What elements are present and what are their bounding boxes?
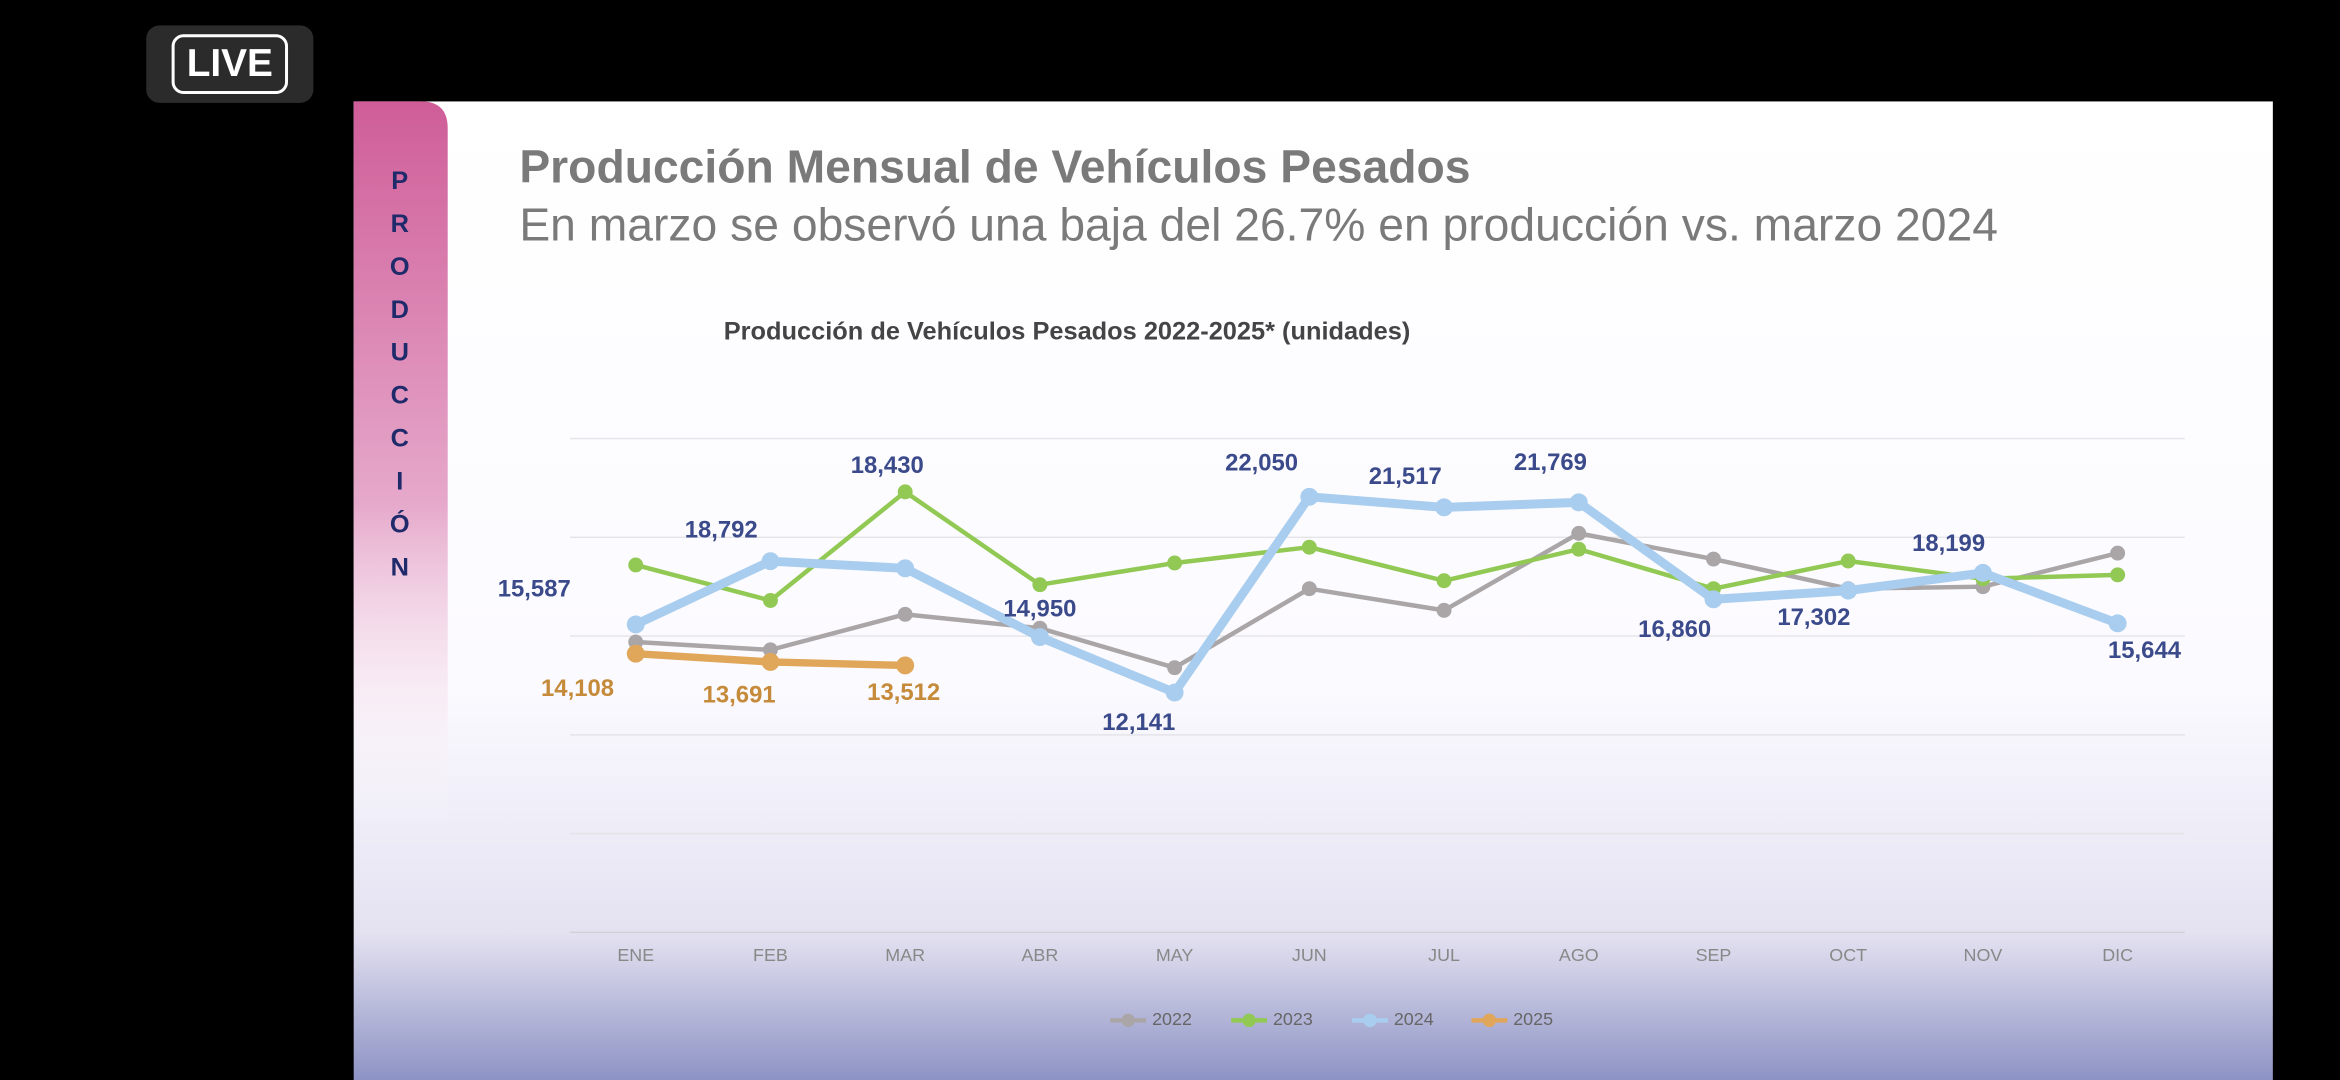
data-label: 21,769	[1514, 449, 1587, 476]
data-point	[626, 615, 645, 634]
slide-subtitle: En marzo se observó una baja del 26.7% e…	[519, 198, 1998, 250]
data-point	[1706, 551, 1721, 567]
data-label: 17,302	[1777, 604, 1850, 631]
data-point	[1030, 628, 1049, 647]
x-tick-label: MAR	[885, 945, 925, 965]
live-badge-frame	[171, 34, 289, 94]
x-tick-label: OCT	[1829, 945, 1867, 965]
data-point	[1973, 563, 1992, 582]
legend-label: 2022	[1152, 1009, 1192, 1029]
live-text: LIVE	[187, 42, 273, 85]
plot: ENE FEB MAR ABR MAY JUN JUL AGO SEP OCT NOV DIC 15,5…	[498, 437, 2185, 1029]
data-point	[762, 642, 778, 658]
x-tick-label: ABR	[1021, 945, 1058, 965]
data-point	[1167, 660, 1183, 676]
data-point	[896, 656, 915, 675]
data-label: 15,587	[498, 575, 571, 602]
side-band	[353, 101, 448, 836]
data-point	[626, 644, 645, 663]
data-label: 18,199	[1912, 530, 1985, 557]
data-point	[1436, 573, 1452, 589]
x-tick-label: AGO	[1559, 945, 1599, 965]
data-point	[1704, 590, 1723, 609]
data-label: 18,792	[685, 517, 758, 544]
data-point	[1435, 498, 1454, 517]
data-label: 14,108	[541, 675, 614, 702]
data-point	[1301, 539, 1317, 555]
data-label: 12,141	[1102, 709, 1175, 736]
data-label: 18,430	[851, 452, 924, 479]
data-point	[1571, 525, 1587, 541]
data-point	[761, 652, 780, 671]
x-tick-label: MAY	[1156, 945, 1194, 965]
data-point	[1436, 602, 1452, 618]
live-badge	[146, 25, 314, 103]
data-point	[1300, 487, 1319, 506]
data-point	[1840, 553, 1856, 569]
x-tick-label: FEB	[753, 945, 788, 965]
data-label: 22,050	[1225, 449, 1298, 476]
x-tick-label: ENE	[617, 945, 654, 965]
data-label: 15,644	[2108, 637, 2182, 664]
data-point	[1569, 493, 1588, 512]
slide-title: Producción Mensual de Vehículos Pesados	[519, 140, 1470, 192]
series-line	[633, 489, 2120, 603]
x-tick-label: NOV	[1964, 945, 2003, 965]
data-label: 14,950	[1003, 596, 1076, 623]
data-point	[1839, 581, 1858, 600]
legend-swatch-dot	[1242, 1013, 1256, 1028]
data-point	[762, 593, 778, 608]
data-point	[1165, 683, 1184, 702]
legend-label: 2025	[1513, 1009, 1553, 1029]
x-tick-label: SEP	[1696, 945, 1732, 965]
series-line	[631, 492, 2123, 698]
legend-swatch-dot	[1363, 1013, 1377, 1028]
x-tick-label: JUL	[1428, 945, 1460, 965]
data-point	[761, 552, 780, 571]
legend-label: 2023	[1273, 1009, 1313, 1029]
data-point	[1301, 581, 1317, 597]
legend-swatch-dot	[1121, 1013, 1135, 1028]
data-point	[897, 606, 913, 622]
chart-title: Producción de Vehículos Pesados 2022-202…	[724, 317, 1411, 345]
data-point	[2110, 567, 2126, 583]
x-tick-label: DIC	[2102, 945, 2133, 965]
legend-label: 2024	[1394, 1009, 1434, 1029]
data-point	[896, 559, 915, 578]
data-label: 21,517	[1369, 463, 1442, 490]
legend-swatch-dot	[1482, 1013, 1497, 1028]
data-point	[1167, 555, 1183, 571]
data-label: 16,860	[1638, 616, 1711, 643]
side-label: PRODUCCIÓN	[386, 167, 414, 596]
data-label: 13,512	[867, 679, 940, 706]
data-point	[897, 484, 913, 500]
x-tick-label: JUN	[1292, 945, 1327, 965]
data-point	[1032, 577, 1048, 593]
data-point	[2110, 545, 2126, 561]
data-point	[2108, 614, 2127, 633]
data-point	[628, 557, 644, 573]
data-label: 13,691	[703, 682, 776, 709]
data-point	[1571, 541, 1587, 557]
